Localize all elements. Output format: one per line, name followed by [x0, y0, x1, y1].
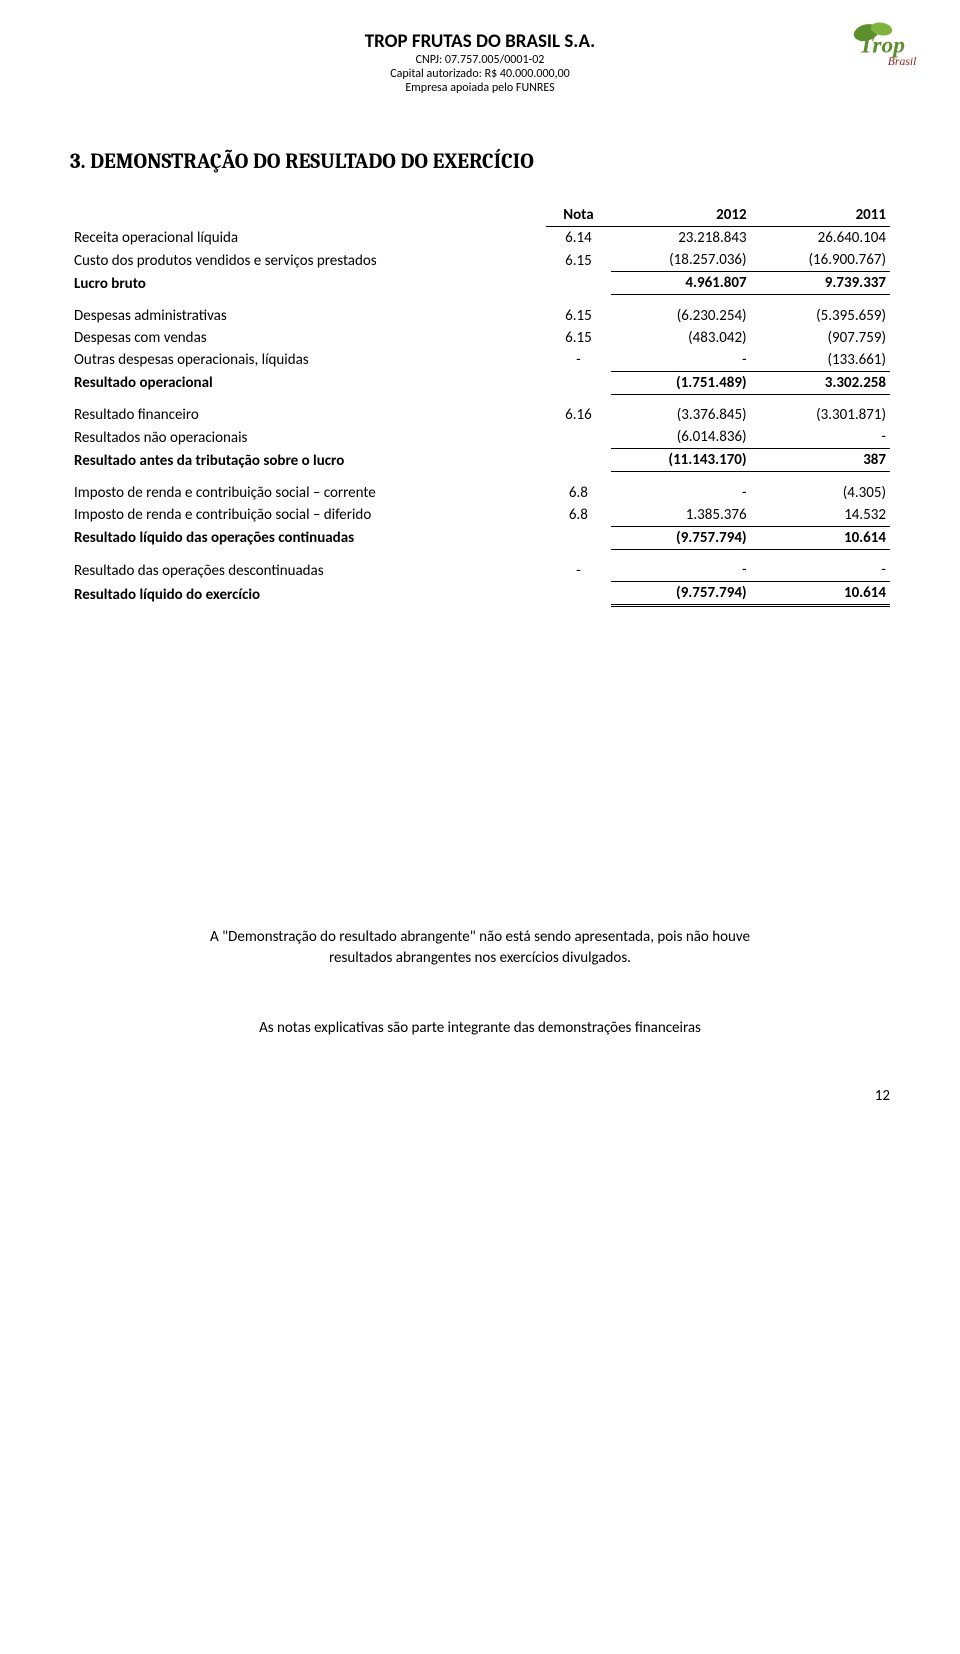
- document-header: TROP FRUTAS DO BRASIL S.A. CNPJ: 07.757.…: [70, 30, 890, 95]
- col-nota: Nota: [546, 204, 612, 227]
- logo-icon: Trop Brasil: [850, 20, 940, 70]
- table-row: Lucro bruto 4.961.807 9.739.337: [70, 272, 890, 295]
- table-row: Imposto de renda e contribuição social –…: [70, 482, 890, 504]
- capital-line: Capital autorizado: R$ 40.000.000,00: [70, 67, 890, 81]
- income-statement-table: Nota 2012 2011 Receita operacional líqui…: [70, 204, 890, 607]
- page-number: 12: [70, 1087, 890, 1105]
- table-row: Outras despesas operacionais, líquidas -…: [70, 349, 890, 372]
- section-title: 3. DEMONSTRAÇÃO DO RESULTADO DO EXERCÍCI…: [70, 150, 890, 174]
- footnote-2: As notas explicativas são parte integran…: [70, 1019, 890, 1037]
- table-row: Imposto de renda e contribuição social –…: [70, 504, 890, 527]
- table-row: Resultado antes da tributação sobre o lu…: [70, 449, 890, 472]
- table-row: Despesas com vendas 6.15 (483.042) (907.…: [70, 327, 890, 349]
- col-2011: 2011: [751, 204, 890, 227]
- table-row: Receita operacional líquida 6.14 23.218.…: [70, 227, 890, 250]
- table-row: Resultado líquido do exercício (9.757.79…: [70, 582, 890, 606]
- cnpj-line: CNPJ: 07.757.005/0001-02: [70, 53, 890, 67]
- table-row: Resultado das operações descontinuadas -…: [70, 559, 890, 582]
- col-2012: 2012: [611, 204, 750, 227]
- table-header-row: Nota 2012 2011: [70, 204, 890, 227]
- table-row: Resultados não operacionais (6.014.836) …: [70, 426, 890, 449]
- footnote-1: A "Demonstração do resultado abrangente"…: [70, 927, 890, 969]
- funres-line: Empresa apoiada pelo FUNRES: [70, 81, 890, 95]
- company-name: TROP FRUTAS DO BRASIL S.A.: [70, 30, 890, 53]
- table-row: Resultado líquido das operações continua…: [70, 526, 890, 549]
- table-row: Resultado operacional (1.751.489) 3.302.…: [70, 371, 890, 394]
- svg-text:Brasil: Brasil: [888, 55, 917, 68]
- table-row: Resultado financeiro 6.16 (3.376.845) (3…: [70, 404, 890, 426]
- company-logo: Trop Brasil: [850, 20, 940, 70]
- table-row: Despesas administrativas 6.15 (6.230.254…: [70, 305, 890, 327]
- table-row: Custo dos produtos vendidos e serviços p…: [70, 249, 890, 272]
